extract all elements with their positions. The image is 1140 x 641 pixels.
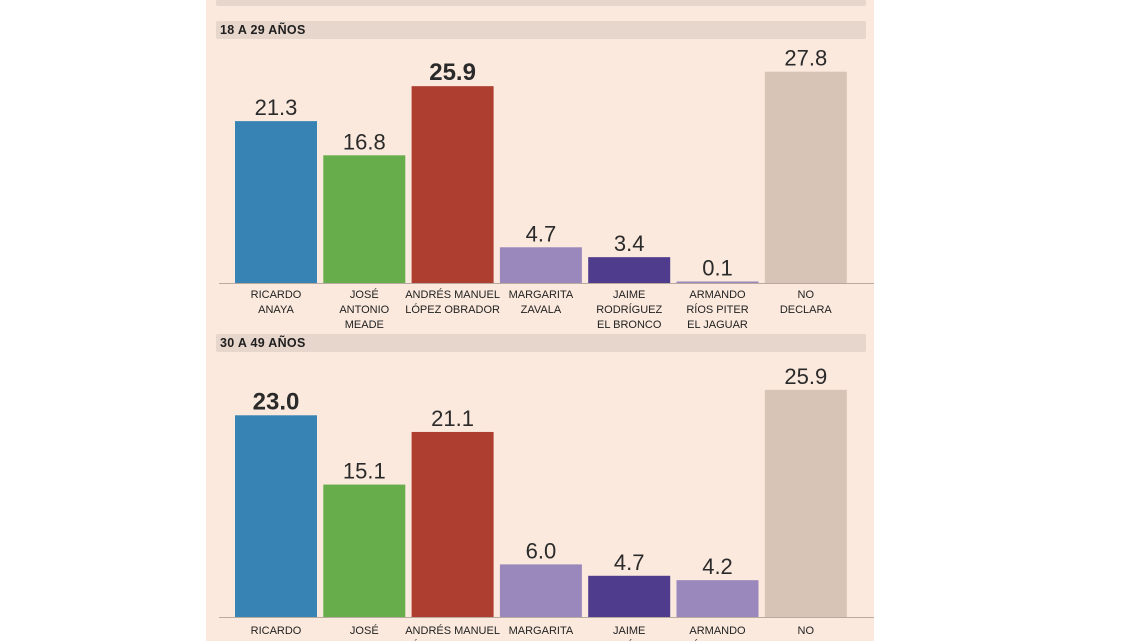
bar-1 [323,155,406,283]
value-label-3: 4.7 [526,221,557,246]
category-label-6-line-0: NO [798,289,815,301]
category-label-6-line-1: DECLARA [780,304,833,316]
chart-panel: 18 A 29 AÑOS 21.3 RICARDO ANAYA 16.8 JOSÉ ANT… [206,0,874,641]
category-label-5-line-0: ARMANDO [689,625,746,637]
bar-5 [676,281,759,283]
value-label-3: 6.0 [526,538,557,563]
bar-4 [588,257,671,283]
section-title-30-49: 30 A 49 AÑOS [220,336,306,350]
category-label-1-line-0: JOSÉ [350,288,379,301]
value-label-2: 25.9 [429,59,476,86]
category-label-4-line-2: EL BRONCO [597,319,662,331]
bar-0 [235,121,317,284]
bar-6 [764,71,847,283]
value-label-2: 21.1 [431,406,474,431]
bar-chart-30-49: 23.0RICARDOANAYA15.1JOSÉANTONIOMEADE21.1… [219,364,874,641]
value-label-6: 27.8 [784,46,827,71]
category-label-5-line-1: RÍOS PITER [686,639,748,641]
value-label-0: 21.3 [255,95,298,120]
value-label-5: 4.2 [702,554,733,579]
bar-0 [235,415,317,617]
section-header-30-49: 30 A 49 AÑOS [216,334,866,352]
bar-1 [323,484,406,617]
value-label-4: 4.7 [614,550,645,575]
bar-3 [499,247,582,283]
value-label-6: 25.9 [784,364,827,389]
category-label-1-line-0: JOSÉ [350,624,379,637]
category-label-4-line-1: RODRÍGUEZ [596,303,662,316]
section-header-18-29: 18 A 29 AÑOS [216,21,866,39]
bar-5 [676,580,759,617]
bar-4 [588,575,671,617]
value-label-5: 0.1 [702,256,733,281]
category-label-2-line-1: LÓPEZ OBRADOR [405,303,500,316]
category-label-4-line-1: RODRÍGUEZ [596,639,662,641]
category-label-0-line-0: RICARDO [251,289,302,301]
bar-6 [764,389,847,617]
value-label-0: 23.0 [253,388,300,415]
section-title-18-29: 18 A 29 AÑOS [220,23,306,37]
category-label-2-line-0: ANDRÉS MANUEL [405,288,500,301]
category-label-4-line-0: JAIME [613,289,645,301]
category-label-3-line-0: MARGARITA [509,289,574,301]
category-label-1-line-1: ANTONIO [339,304,389,316]
category-label-3-line-1: ZAVALA [521,304,562,316]
category-label-5-line-2: EL JAGUAR [687,319,748,331]
value-label-1: 16.8 [343,129,386,154]
category-label-5-line-1: RÍOS PITER [686,303,748,316]
bar-chart-18-29: 21.3 RICARDO ANAYA 16.8 JOSÉ ANTONIO MEADE 25.9… [219,46,874,331]
bar-3 [499,564,582,617]
value-label-4: 3.4 [614,231,645,256]
top-header-strip [216,0,866,6]
bar-2 [411,431,494,617]
category-label-2-line-0: ANDRÉS MANUEL [405,624,500,637]
value-label-1: 15.1 [343,459,386,484]
category-label-1-line-2: MEADE [345,319,384,331]
category-label-4-line-0: JAIME [613,625,645,637]
bar-2 [411,86,494,283]
category-label-5-line-0: ARMANDO [689,289,746,301]
category-label-3-line-0: MARGARITA [509,625,574,637]
category-label-6-line-0: NO [798,625,815,637]
category-label-2-line-1: LÓPEZ OBRADOR [405,639,500,641]
category-label-0-line-1: ANAYA [258,304,294,316]
category-label-0-line-0: RICARDO [251,625,302,637]
